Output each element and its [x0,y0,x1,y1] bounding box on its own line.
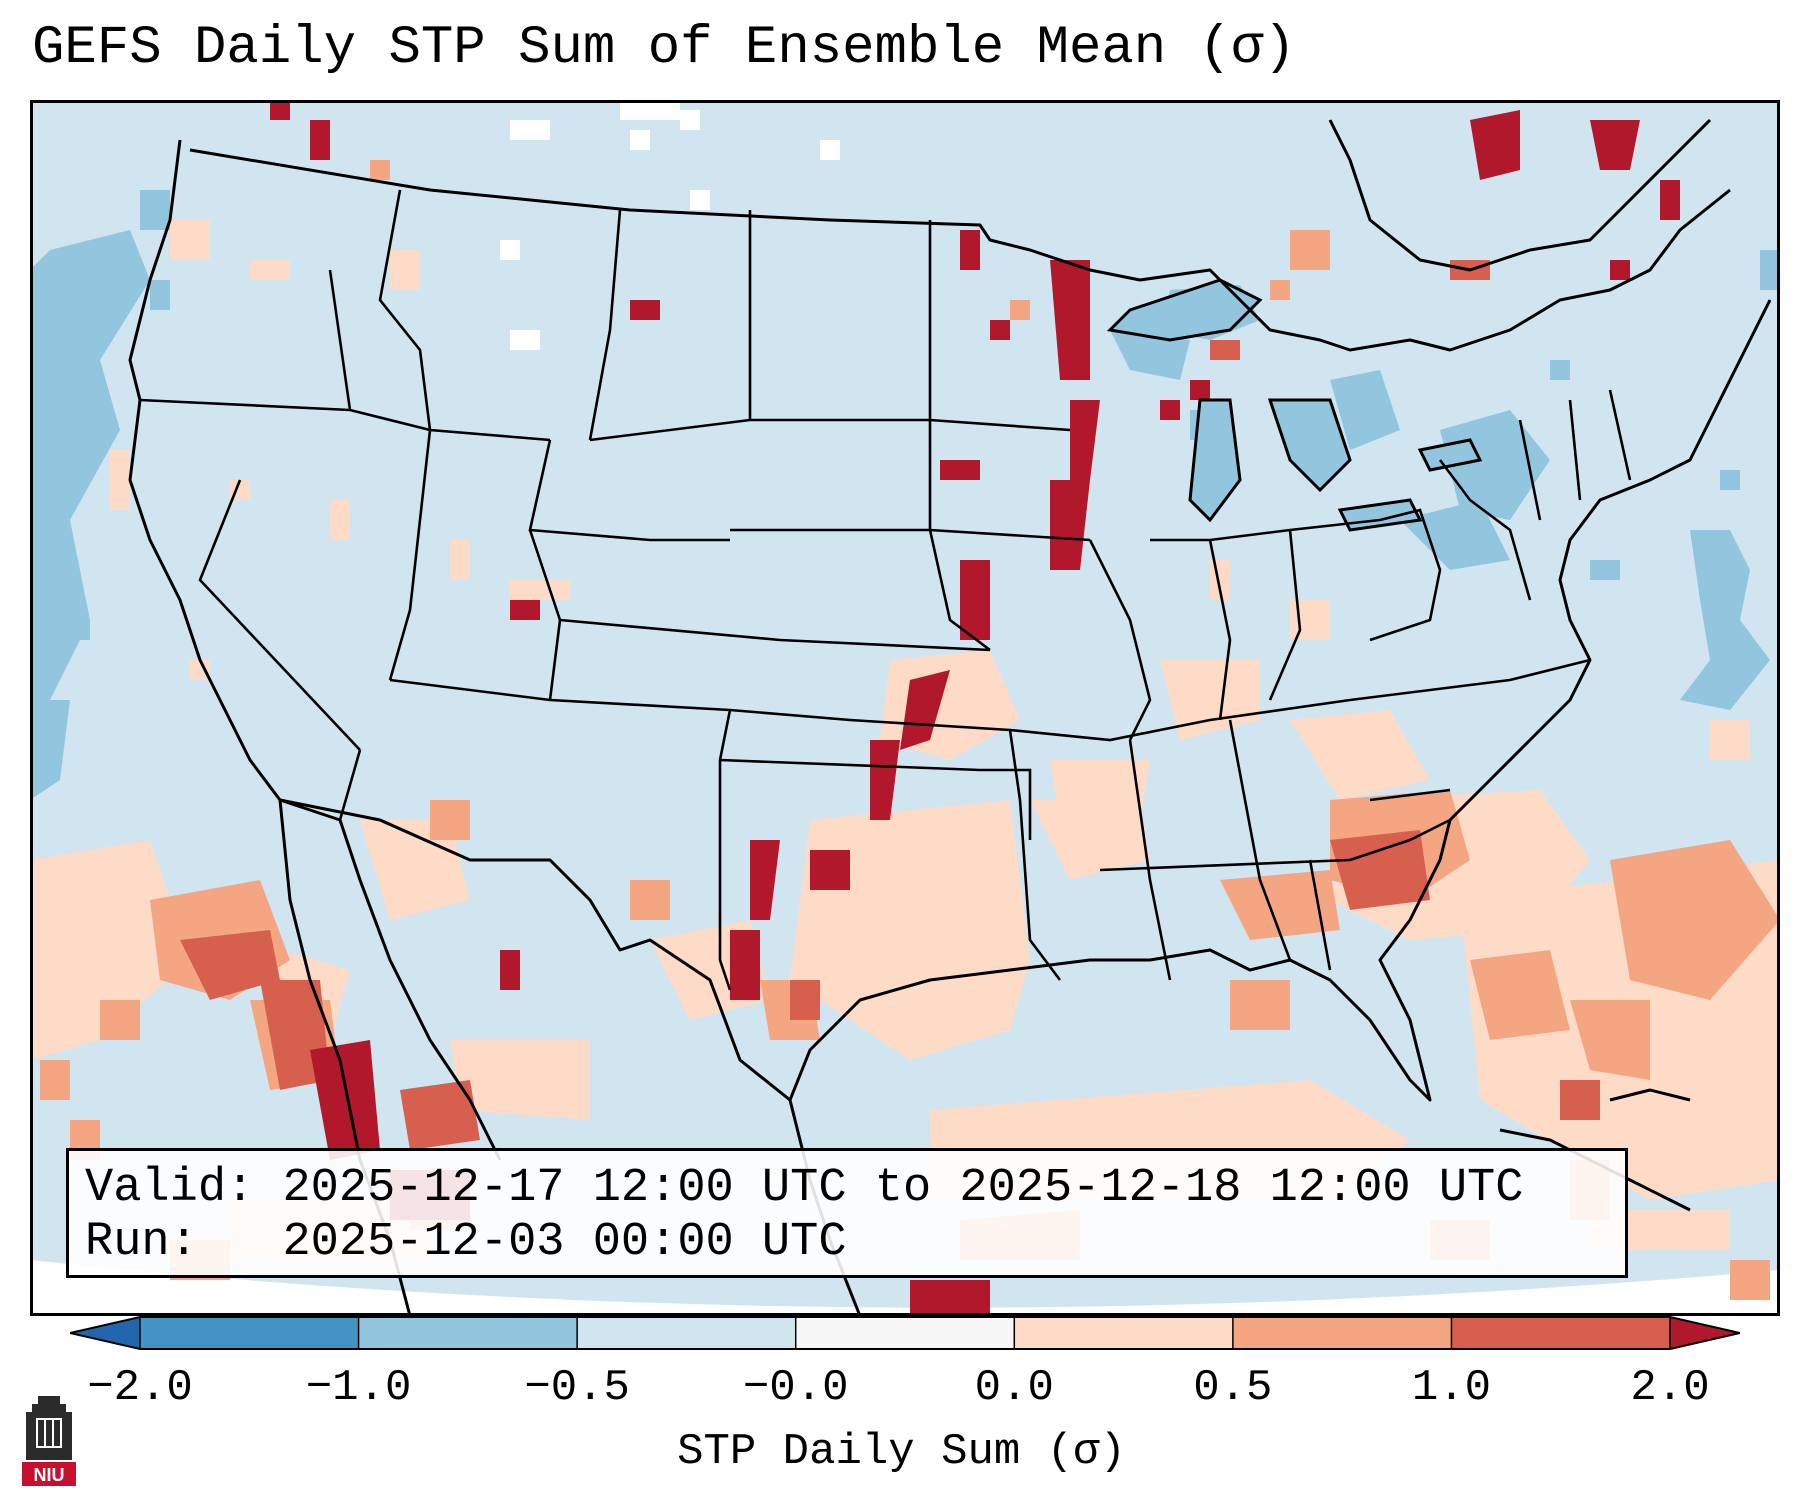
map-frame [30,100,1780,1316]
colorbar-tick-label: −0.0 [742,1363,849,1413]
extreme-positive-anomalies [270,100,1680,1316]
colorbar-label: STP Daily Sum (σ) [677,1427,1126,1477]
colorbar-bin [1014,1317,1234,1349]
logo-text: NIU [34,1465,65,1485]
run-time: Run: 2025-12-03 00:00 UTC [85,1219,847,1266]
valid-text: 2025-12-17 12:00 UTC to 2025-12-18 12:00… [282,1162,1524,1215]
info-box: Valid: 2025-12-17 12:00 UTC to 2025-12-1… [66,1148,1628,1278]
colorbar-tick-label: −1.0 [305,1363,412,1413]
chart-title: GEFS Daily STP Sum of Ensemble Mean (σ) [32,18,1296,79]
colorbar-bin [140,1317,360,1349]
colorbar-bin [1232,1317,1452,1349]
pacific-negative-anomalies [30,190,170,800]
valid-label: Valid: [85,1162,255,1215]
colorbar-tick-label: 1.0 [1411,1363,1492,1413]
niu-logo: NIU [22,1396,76,1486]
colorbar-extend-high [1670,1317,1740,1349]
colorbar-bin [358,1317,578,1349]
colorbar-tick-label: 0.0 [974,1363,1054,1413]
colorbar-tick-label: 2.0 [1630,1363,1710,1413]
colorbar-extend-low [70,1317,140,1349]
state-borders [139,189,1632,991]
colorbar-bin [795,1317,1015,1349]
run-text: 2025-12-03 00:00 UTC [282,1216,847,1269]
valid-time: Valid: 2025-12-17 12:00 UTC to 2025-12-1… [85,1165,1523,1212]
colorbar-tick-label: −0.5 [524,1363,630,1413]
colorbar-tick-label: 0.5 [1193,1363,1273,1413]
colorbar-bin [1451,1317,1671,1349]
atlantic-negative-anomalies [1590,250,1780,710]
great-lakes [1106,278,1483,532]
stp-map [30,100,1780,1316]
colorbar-bin [577,1317,797,1349]
run-label: Run: [85,1216,198,1269]
near-zero-patches [500,100,840,350]
projection-edge [30,1260,1780,1316]
colorbar-tick-label: −2.0 [87,1363,193,1413]
colorbar [70,1316,1740,1350]
